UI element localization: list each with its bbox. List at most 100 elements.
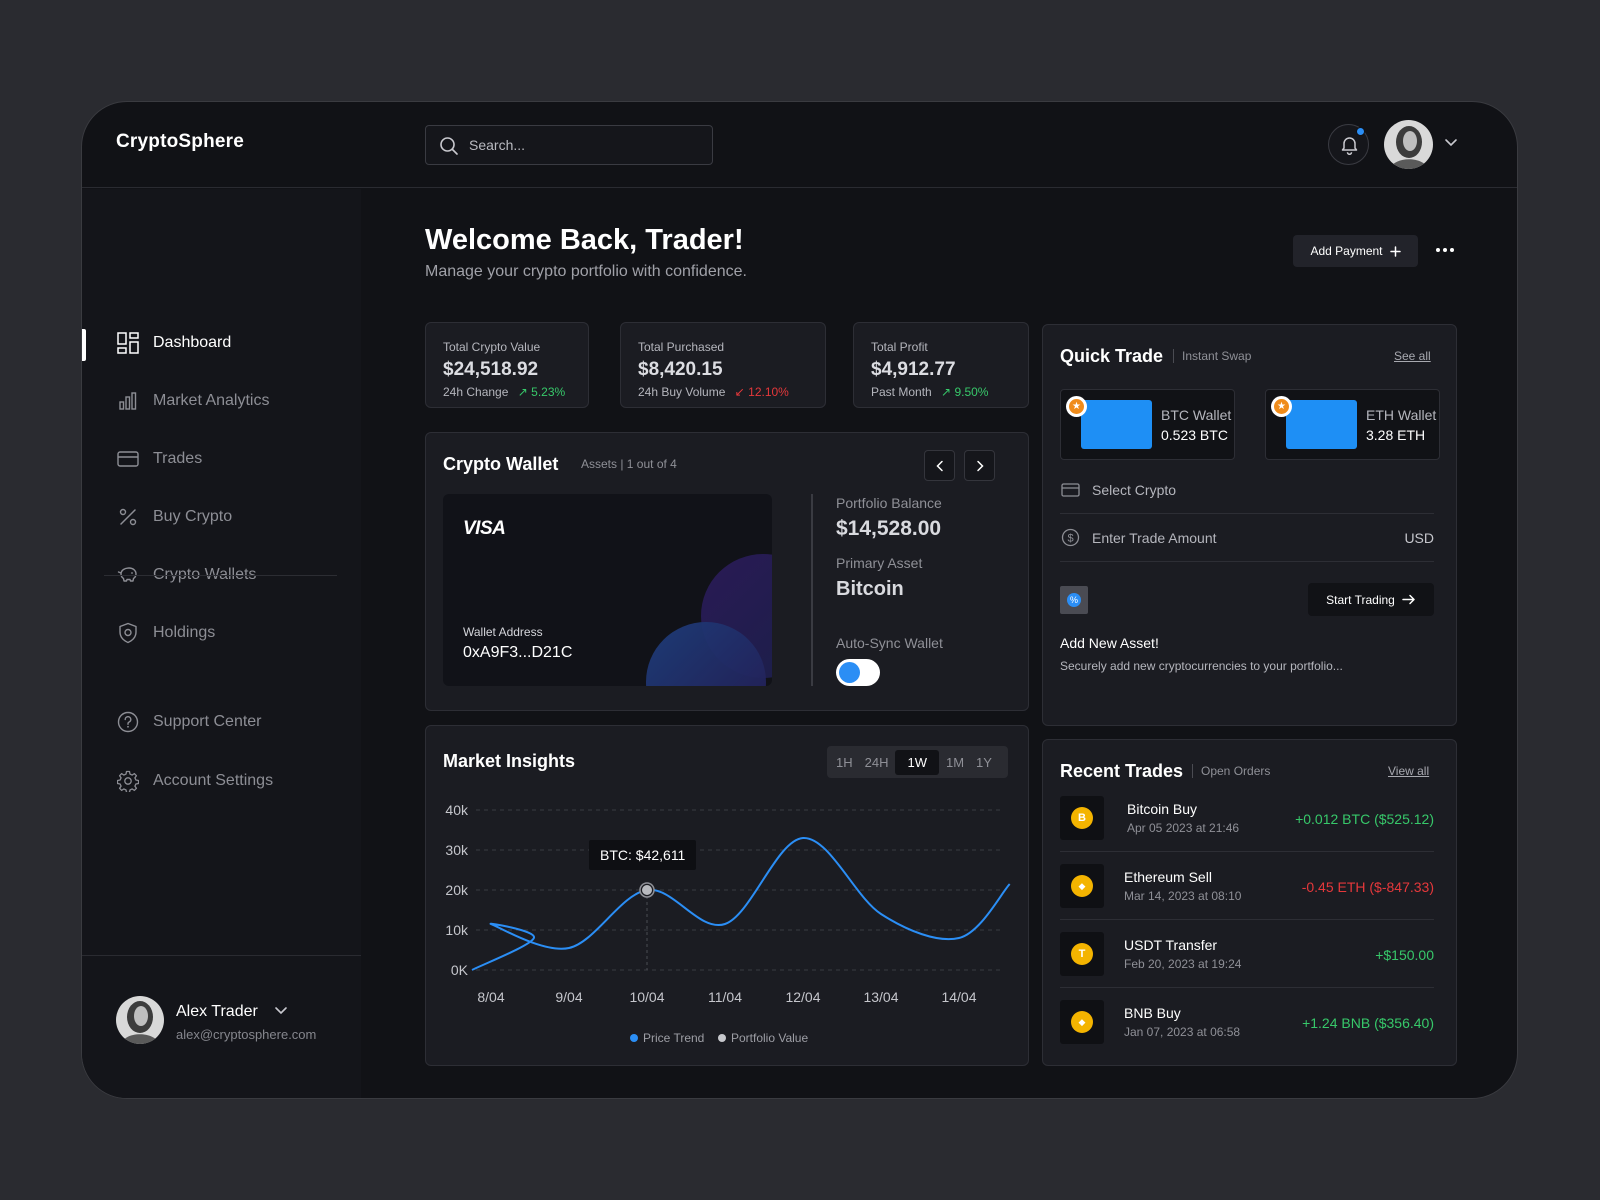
add-asset-description: Securely add new cryptocurrencies to you… (1060, 659, 1343, 673)
auto-sync-toggle[interactable] (836, 659, 880, 686)
wallet-address[interactable]: 0xA9F3...D21C (463, 644, 573, 661)
legend-label: Price Trend (643, 1031, 705, 1045)
trade-amount-placeholder: Enter Trade Amount (1092, 529, 1217, 546)
next-button[interactable] (964, 450, 995, 481)
wallet-card-icon (116, 447, 140, 471)
recent-trades-title: Recent Trades (1060, 761, 1184, 781)
quick-trade-title: Quick Trade (1060, 346, 1164, 366)
see-all-link[interactable]: See all (1394, 349, 1431, 363)
card-decoration (646, 554, 772, 686)
wallet-amount: 0.523 BTC (1161, 427, 1228, 443)
range-1m[interactable]: 1M (945, 754, 965, 770)
stat-sub-label: Past Month (871, 385, 932, 399)
wallet-thumbnail (1286, 400, 1357, 449)
wallet-title: Crypto Wallet (443, 454, 559, 474)
stat-change: 12.10% (748, 385, 789, 399)
y-tick-label: 0K (451, 962, 469, 978)
range-1y[interactable]: 1Y (976, 754, 992, 770)
x-tick-label: 8/04 (477, 989, 504, 1005)
sidebar-item-account-settings[interactable]: Account Settings (116, 766, 273, 796)
sidebar-item-buy-crypto[interactable]: Buy Crypto (116, 502, 232, 532)
stat-value: $8,420.15 (638, 359, 723, 380)
market-insights-card: Market Insights 1H 24H 1W 1M 1Y 0K 10k 20k… (425, 725, 1029, 1066)
legend-item-price-trend: Price Trend (630, 1031, 704, 1045)
trend-up-icon: ↗ (941, 385, 952, 399)
active-indicator (82, 329, 86, 361)
trade-row[interactable]: B Bitcoin Buy Apr 05 2023 at 21:46 +0.01… (1060, 784, 1434, 852)
range-1h[interactable]: 1H (836, 754, 853, 770)
start-trading-button[interactable]: Start Trading (1308, 583, 1434, 616)
trade-row[interactable]: T USDT Transfer Feb 20, 2023 at 19:24 +$… (1060, 920, 1434, 988)
x-tick-label: 13/04 (863, 989, 898, 1005)
portfolio-balance-label: Portfolio Balance (836, 495, 942, 511)
sidebar-item-support-center[interactable]: Support Center (116, 707, 262, 737)
primary-asset-label: Primary Asset (836, 555, 923, 571)
sidebar-item-dashboard[interactable]: Dashboard (116, 328, 231, 358)
user-name[interactable]: Alex Trader (176, 1003, 258, 1020)
trade-date: Mar 14, 2023 at 08:10 (1124, 889, 1242, 903)
dollar-icon: $ (1060, 528, 1081, 547)
y-tick-label: 30k (445, 842, 469, 858)
vertical-divider (811, 494, 813, 686)
open-orders-label[interactable]: Open Orders (1201, 764, 1271, 778)
sidebar-footer-divider (82, 955, 361, 956)
bnb-icon: ◆ (1071, 1011, 1093, 1033)
legend-item-portfolio-value: Portfolio Value (718, 1031, 808, 1045)
stat-subline: 24h Buy Volume ↙ 12.10% (638, 385, 789, 399)
profile-avatar[interactable] (1384, 120, 1433, 169)
view-all-link[interactable]: View all (1388, 764, 1430, 778)
prev-button[interactable] (924, 450, 955, 481)
btc-wallet-tile[interactable]: ★ BTC Wallet 0.523 BTC (1060, 389, 1235, 460)
toggle-knob (839, 662, 860, 683)
eth-wallet-tile[interactable]: ★ ETH Wallet 3.28 ETH (1265, 389, 1440, 460)
shield-icon (116, 621, 140, 645)
title-separator (1192, 764, 1193, 778)
more-options-button[interactable] (1431, 238, 1459, 262)
x-tick-label: 10/04 (629, 989, 664, 1005)
sidebar-item-holdings[interactable]: Holdings (116, 618, 215, 648)
y-tick-label: 10k (445, 922, 469, 938)
select-crypto-placeholder: Select Crypto (1092, 481, 1177, 498)
trade-date: Feb 20, 2023 at 19:24 (1124, 957, 1242, 971)
crypto-wallet-card: Crypto Wallet Assets | 1 out of 4 VISA W… (425, 432, 1029, 711)
sidebar-item-trades[interactable]: Trades (116, 444, 202, 474)
currency-label[interactable]: USD (1404, 529, 1434, 546)
page-subtitle: Manage your crypto portfolio with confid… (425, 263, 747, 280)
range-1w[interactable]: 1W (895, 749, 939, 775)
trade-name: Bitcoin Buy (1127, 801, 1198, 817)
trade-row[interactable]: ◆ BNB Buy Jan 07, 2023 at 06:58 +1.24 BN… (1060, 988, 1434, 1056)
sidebar-item-market-analytics[interactable]: Market Analytics (116, 386, 269, 416)
chevron-down-icon[interactable] (274, 1006, 288, 1016)
card-icon (1060, 482, 1081, 497)
sidebar-divider (104, 575, 337, 576)
page-title: Welcome Back, Trader! (425, 224, 744, 256)
sidebar-item-label: Holdings (153, 624, 216, 641)
gear-icon (116, 769, 140, 793)
wallet-address-label: Wallet Address (463, 625, 543, 639)
ethereum-icon: ◆ (1071, 875, 1093, 897)
user-avatar[interactable] (116, 996, 164, 1044)
start-trading-label: Start Trading (1326, 592, 1395, 607)
trade-row[interactable]: ◆ Ethereum Sell Mar 14, 2023 at 08:10 -0… (1060, 852, 1434, 920)
trade-name: USDT Transfer (1124, 937, 1218, 953)
notifications-button[interactable] (1328, 124, 1369, 165)
x-tick-label: 12/04 (785, 989, 820, 1005)
trade-amount-field[interactable]: $ Enter Trade Amount USD (1060, 514, 1434, 562)
market-chart: 0K 10k 20k 30k 40k 8/04 9/04 10/04 11/04 12/04 13/… (445, 802, 1011, 1005)
top-bar: CryptoSphere (82, 102, 1517, 188)
search-input[interactable] (469, 126, 699, 164)
trade-amount: +$150.00 (1375, 947, 1434, 963)
range-24h[interactable]: 24H (864, 754, 889, 770)
sidebar-item-crypto-wallets[interactable]: Crypto Wallets (116, 560, 256, 590)
app-logo[interactable]: CryptoSphere (116, 131, 245, 152)
wallet-assets-label: Assets | 1 out of 4 (581, 457, 677, 471)
stat-sub-label: 24h Buy Volume (638, 385, 726, 399)
wallet-card[interactable]: VISA Wallet Address 0xA9F3...D21C (443, 494, 772, 686)
stat-title: Total Crypto Value (443, 340, 541, 354)
price-trend-line (471, 836, 1011, 971)
chevron-down-icon[interactable] (1444, 138, 1458, 148)
add-payment-button[interactable]: Add Payment (1293, 235, 1418, 267)
wallet-name: BTC Wallet (1161, 407, 1232, 423)
search-box[interactable] (425, 125, 713, 165)
select-crypto-field[interactable]: Select Crypto (1060, 466, 1434, 514)
